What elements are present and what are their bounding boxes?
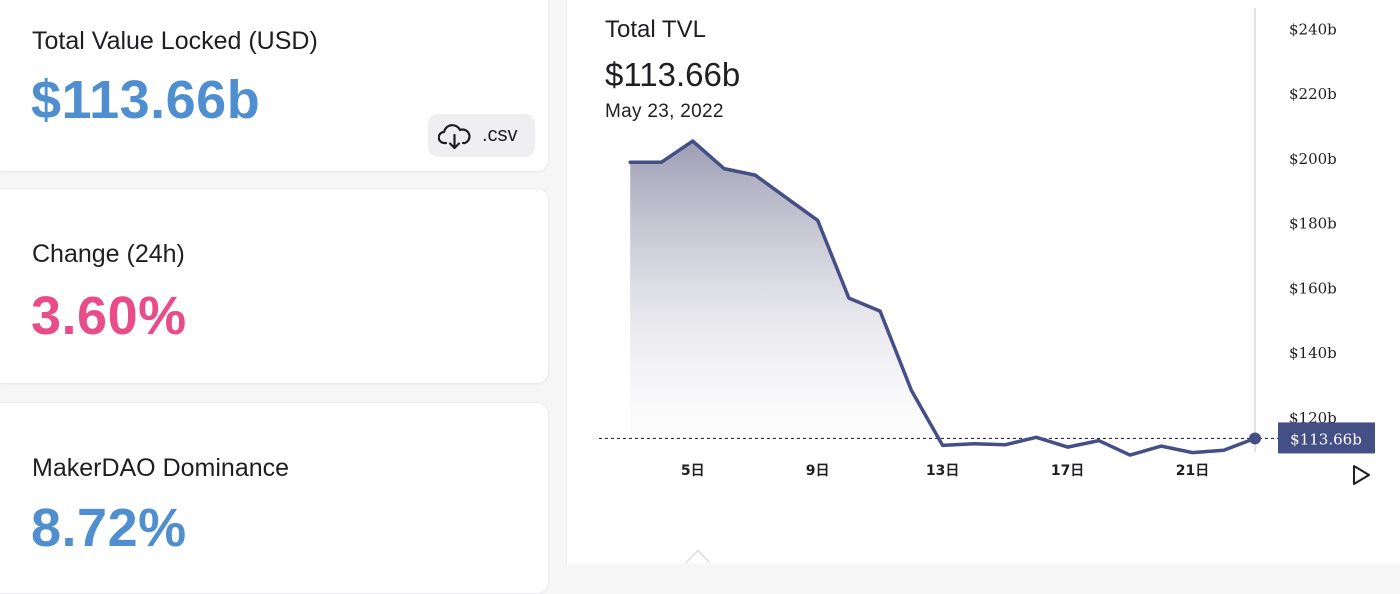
area-fill [630, 141, 1255, 455]
x-tick-label: 5日 [681, 463, 705, 479]
x-tick-label: 17日 [1051, 463, 1084, 479]
last-point [1249, 432, 1261, 444]
play-icon[interactable] [1354, 466, 1369, 484]
chart-current-value: $113.66b [605, 56, 740, 94]
x-tick-label: 21日 [1176, 463, 1209, 479]
x-tick-label: 13日 [926, 463, 959, 479]
y-tick-label: $200b [1289, 150, 1337, 168]
chart-title: Total TVL [605, 16, 706, 44]
csv-label: .csv [482, 124, 518, 147]
chart-panel: $120b $140b $160b $180b $200b $220b $240b 5日 9日 1… [566, 0, 1400, 563]
dominance-label: MakerDAO Dominance [32, 454, 289, 483]
x-tick-label: 9日 [806, 463, 830, 479]
change-value: 3.60% [31, 285, 187, 347]
change-label: Change (24h) [32, 240, 185, 269]
cloud-download-icon [438, 122, 472, 150]
y-tick-label: $180b [1289, 215, 1337, 233]
change-card: Change (24h) 3.60% [0, 188, 549, 384]
y-tick-label: $160b [1289, 279, 1337, 297]
y-tick-label: $240b [1289, 20, 1337, 38]
dominance-value: 8.72% [31, 497, 187, 559]
chart-date: May 23, 2022 [605, 101, 724, 123]
tvl-value: $113.66b [31, 69, 260, 131]
tvl-label: Total Value Locked (USD) [32, 27, 318, 56]
csv-download-button[interactable]: .csv [428, 114, 535, 157]
tvl-card: Total Value Locked (USD) $113.66b .csv [0, 0, 549, 172]
y-tick-label: $220b [1289, 85, 1337, 103]
dominance-card: MakerDAO Dominance 8.72% [0, 402, 549, 594]
last-value-label: $113.66b [1290, 430, 1362, 448]
y-tick-label: $140b [1289, 344, 1337, 362]
